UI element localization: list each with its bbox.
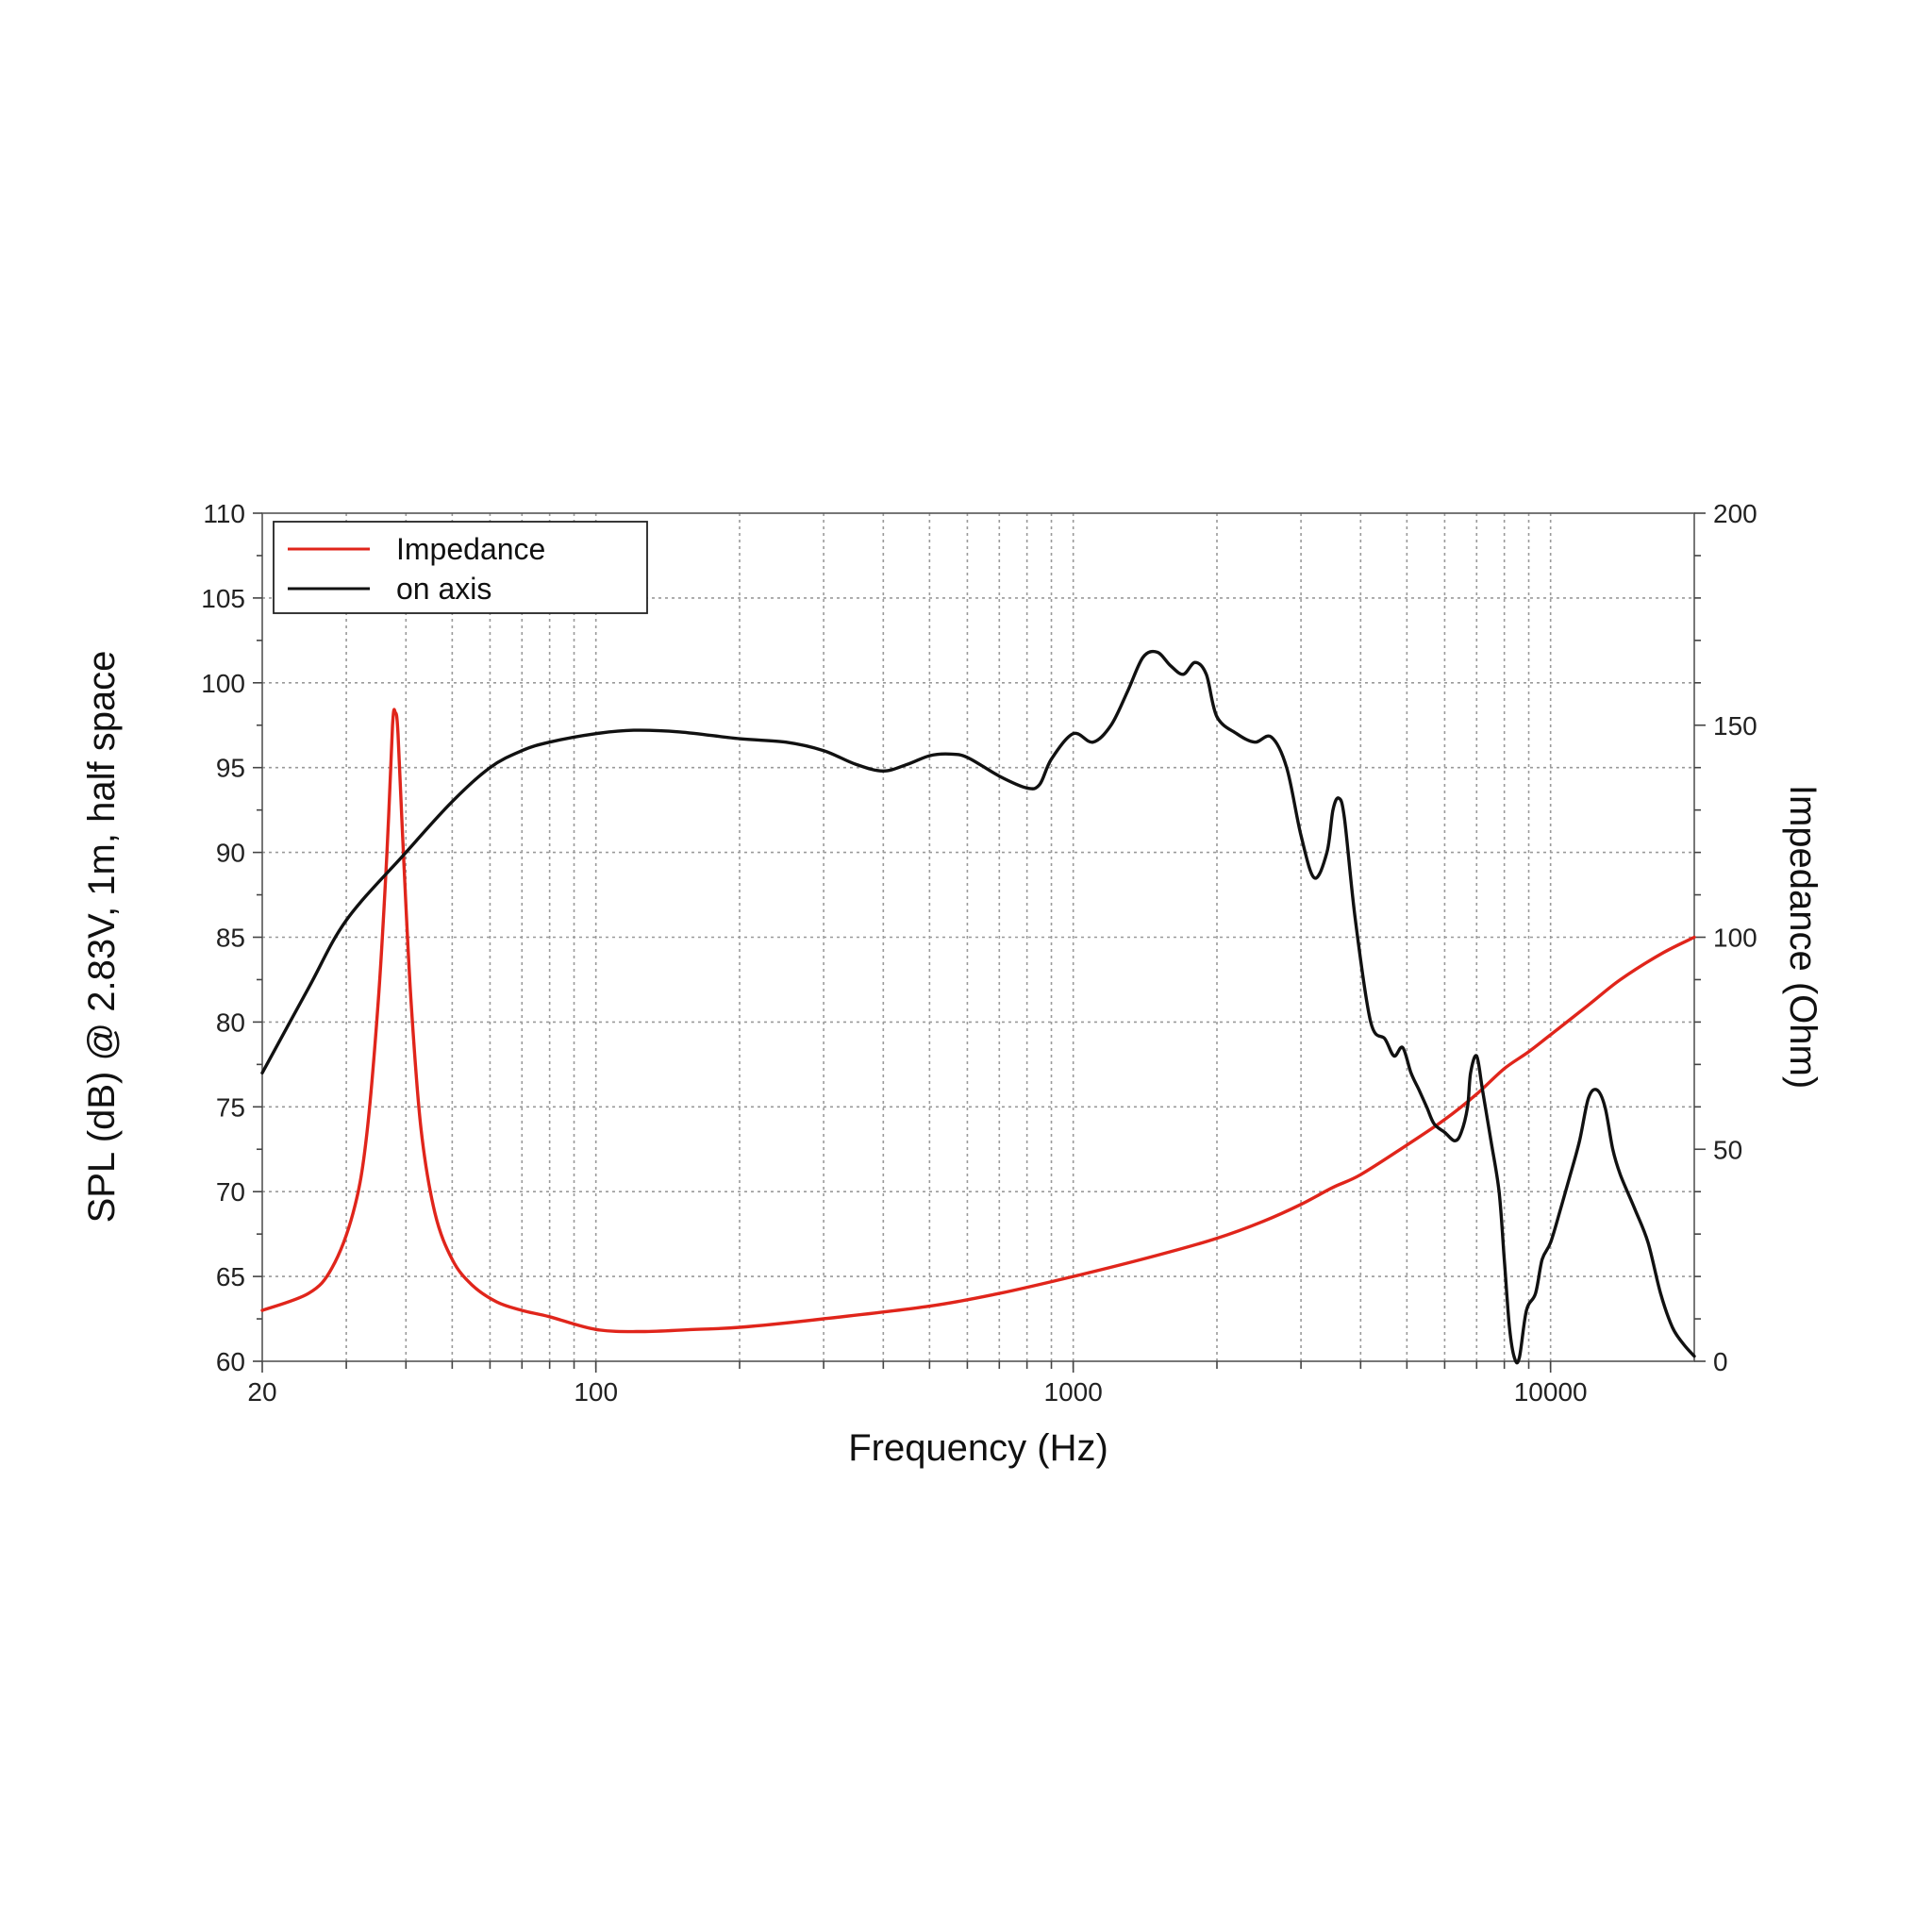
y2-axis-title: Impedance (Ohm) xyxy=(1782,785,1824,1089)
legend-label-impedance: Impedance xyxy=(396,532,545,566)
x-axis-title: Frequency (Hz) xyxy=(848,1427,1108,1469)
grid xyxy=(262,513,1694,1361)
y2-tick-label: 150 xyxy=(1713,711,1757,741)
legend: Impedance on axis xyxy=(273,521,648,614)
series-lines xyxy=(260,649,1696,1365)
y-tick-label: 80 xyxy=(216,1008,245,1037)
y-tick-label: 60 xyxy=(216,1347,245,1376)
x-tick-label: 100 xyxy=(574,1377,618,1407)
y2-tick-label: 100 xyxy=(1713,924,1757,953)
x-tick-label: 20 xyxy=(247,1377,276,1407)
series-line-on-axis xyxy=(260,649,1696,1365)
y-axis-title: SPL (dB) @ 2.83V, 1m, half space xyxy=(81,651,123,1224)
y2-tick-label: 200 xyxy=(1713,499,1757,528)
y-tick-label: 70 xyxy=(216,1177,245,1207)
y-tick-label: 65 xyxy=(216,1262,245,1291)
legend-box xyxy=(273,521,648,614)
y-tick-label: 90 xyxy=(216,839,245,868)
y2-tick-label: 50 xyxy=(1713,1135,1742,1164)
y-tick-label: 75 xyxy=(216,1092,245,1122)
series-line-impedance xyxy=(260,708,1696,1334)
y-tick-label: 85 xyxy=(216,924,245,953)
legend-label-on-axis: on axis xyxy=(396,572,491,606)
x-tick-label: 10000 xyxy=(1514,1377,1588,1407)
y-tick-label: 100 xyxy=(201,669,245,698)
y-tick-label: 110 xyxy=(203,499,245,528)
y2-tick-label: 0 xyxy=(1713,1347,1728,1376)
y-tick-label: 105 xyxy=(201,584,245,613)
axis-ticks: 60 65 70 75 80 85 90 95 100 105 110 0 50 100 150 200 20 1… xyxy=(201,499,1757,1407)
y-tick-label: 95 xyxy=(216,754,245,783)
x-tick-label: 1000 xyxy=(1044,1377,1103,1407)
